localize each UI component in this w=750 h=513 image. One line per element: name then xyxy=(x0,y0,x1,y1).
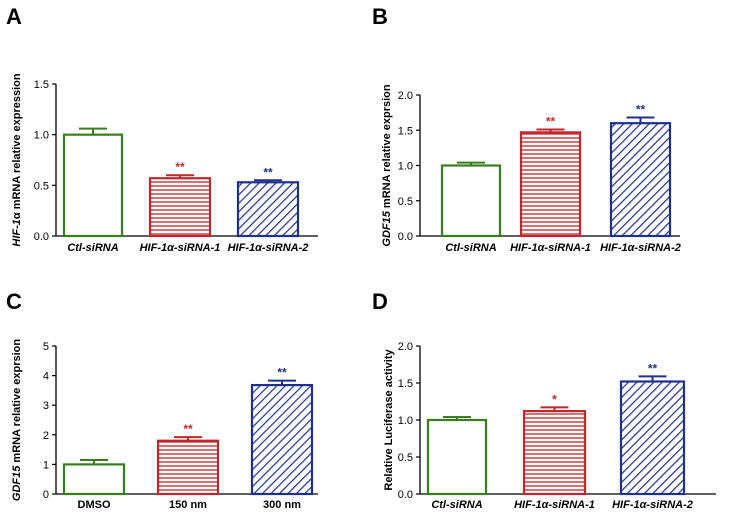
significance-marker: ** xyxy=(648,361,658,375)
y-tick-label: 0 xyxy=(43,489,49,501)
y-axis-label-text: mRNA relative exprsion xyxy=(11,339,23,466)
panel-letter-c: C xyxy=(6,289,22,314)
significance-marker: ** xyxy=(277,366,287,380)
y-axis-label: Relative Luciferase activity xyxy=(383,349,395,491)
x-category-label: Ctl-siRNA xyxy=(445,242,496,254)
y-axis-label-italic: GDF15 xyxy=(11,465,23,501)
chart-panel-a: 0.0 0.5 1.0 1.5 HIF-1α mRNA relative express… xyxy=(11,73,318,254)
significance-marker: ** xyxy=(175,160,185,174)
y-tick-label: 1.5 xyxy=(398,378,413,390)
y-tick-label: 0.5 xyxy=(398,196,413,208)
bar xyxy=(619,380,686,496)
y-tick-label: 0.5 xyxy=(398,452,413,464)
y-axis-label: HIF-1α mRNA relative expression xyxy=(11,73,23,247)
y-axis-label: GDF15 mRNA relative exprsion xyxy=(11,339,23,501)
y-axis-label-italic: HIF-1 xyxy=(11,219,23,247)
bar xyxy=(62,133,124,238)
significance-marker: ** xyxy=(636,103,646,117)
significance-marker: * xyxy=(552,392,557,406)
y-axis-label-text: mRNA relative exprsion xyxy=(381,84,393,211)
x-category-label: HIF-1α-siRNA-2 xyxy=(600,242,681,254)
y-tick-label: 2 xyxy=(43,430,49,442)
bar xyxy=(440,164,502,238)
y-axis-label-text: Relative Luciferase activity xyxy=(383,349,395,491)
significance-marker: ** xyxy=(546,115,556,129)
y-axis-label-text: α mRNA relative expression xyxy=(11,73,23,219)
panel-letter-b: B xyxy=(372,4,388,29)
y-tick-label: 1.0 xyxy=(34,130,49,142)
y-tick-label: 1.0 xyxy=(398,161,413,173)
x-category-label: DMSO xyxy=(78,499,111,511)
bar xyxy=(519,131,582,238)
panel-letter-d: D xyxy=(372,289,388,314)
bar xyxy=(250,383,314,496)
y-tick-label: 0.0 xyxy=(398,231,413,243)
x-category-label: HIF-1α-siRNA-1 xyxy=(510,242,591,254)
y-tick-label: 1.0 xyxy=(398,415,413,427)
bar xyxy=(236,181,300,238)
panel-letter-a: A xyxy=(6,4,22,29)
y-axis-label: GDF15 mRNA relative exprsion xyxy=(381,84,393,246)
chart-panel-c: 0 1 2 3 4 5 GDF15 mRNA relative exprsion DMSO **… xyxy=(11,339,318,511)
y-tick-label: 0.0 xyxy=(34,231,49,243)
y-tick-label: 3 xyxy=(43,400,49,412)
x-category-label: 150 nm xyxy=(169,499,207,511)
y-tick-label: 2.0 xyxy=(398,341,413,353)
y-tick-label: 0.5 xyxy=(34,180,49,192)
significance-marker: ** xyxy=(183,422,193,436)
bar xyxy=(522,410,587,496)
bar xyxy=(156,439,220,496)
y-tick-label: 0.0 xyxy=(398,489,413,501)
x-category-label: HIF-1α-siRNA-1 xyxy=(140,242,221,254)
x-category-label: Ctl-siRNA xyxy=(67,242,118,254)
bar xyxy=(426,418,488,496)
chart-panel-b: 0.0 0.5 1.0 1.5 2.0 GDF15 mRNA relative exprs… xyxy=(381,84,681,254)
x-category-label: HIF-1α-siRNA-2 xyxy=(612,499,693,511)
y-tick-label: 4 xyxy=(43,371,49,383)
y-tick-label: 2.0 xyxy=(398,90,413,102)
y-axis-label-italic: GDF15 xyxy=(381,210,393,246)
y-tick-label: 1.5 xyxy=(398,125,413,137)
bar xyxy=(609,122,672,238)
bar xyxy=(148,177,212,238)
y-tick-label: 5 xyxy=(43,341,49,353)
bar xyxy=(62,463,126,496)
significance-marker: ** xyxy=(263,165,273,179)
x-category-label: 300 nm xyxy=(263,499,301,511)
x-category-label: Ctl-siRNA xyxy=(431,499,482,511)
y-tick-label: 1.5 xyxy=(34,79,49,91)
y-tick-label: 1 xyxy=(43,459,49,471)
x-category-label: HIF-1α-siRNA-2 xyxy=(228,242,309,254)
x-category-label: HIF-1α-siRNA-1 xyxy=(514,499,595,511)
